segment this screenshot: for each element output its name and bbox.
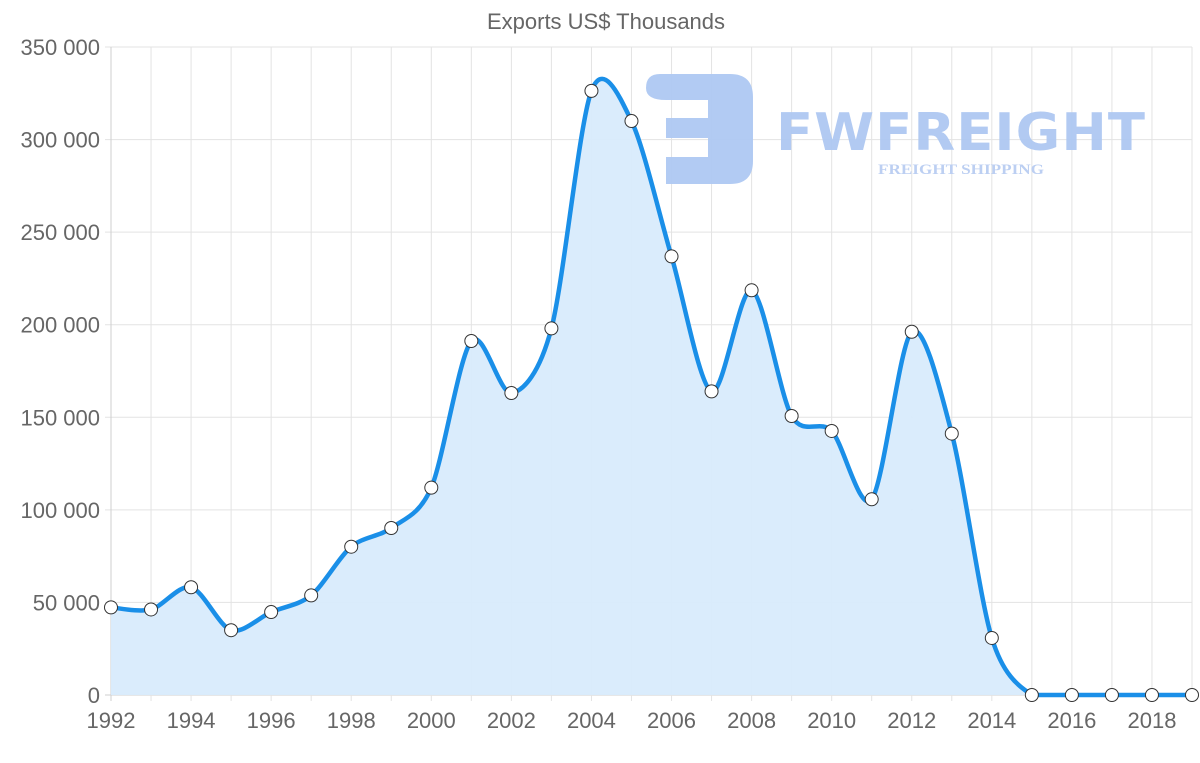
x-tick-label: 2008 <box>727 708 776 733</box>
x-tick-label: 2014 <box>967 708 1016 733</box>
data-point-marker[interactable] <box>864 492 879 507</box>
data-point-marker[interactable] <box>824 423 839 438</box>
y-tick-label: 100 000 <box>20 498 100 523</box>
data-point-marker[interactable] <box>744 283 759 298</box>
data-point-marker[interactable] <box>264 605 279 620</box>
data-point-marker[interactable] <box>104 600 118 615</box>
x-tick-label: 2012 <box>887 708 936 733</box>
x-tick-label: 1998 <box>327 708 376 733</box>
data-point-marker[interactable] <box>1104 688 1119 702</box>
y-tick-label: 350 000 <box>20 35 100 60</box>
x-tick-label: 2004 <box>567 708 616 733</box>
data-point-marker[interactable] <box>224 623 239 638</box>
y-tick-label: 50 000 <box>33 590 100 615</box>
data-point-marker[interactable] <box>184 580 199 595</box>
data-point-marker[interactable] <box>664 249 679 264</box>
x-tick-label: 1994 <box>167 708 216 733</box>
data-point-marker[interactable] <box>1064 688 1079 702</box>
x-tick-label: 2006 <box>647 708 696 733</box>
y-tick-label: 250 000 <box>20 220 100 245</box>
data-point-marker[interactable] <box>984 630 999 645</box>
data-point-marker[interactable] <box>544 321 559 336</box>
series-area-fill <box>111 78 1192 695</box>
watermark-brand-text: FWFREIGHT <box>776 103 1146 163</box>
data-point-marker[interactable] <box>464 334 479 349</box>
y-tick-label: 200 000 <box>20 313 100 338</box>
data-point-marker[interactable] <box>584 83 599 98</box>
x-tick-label: 2018 <box>1127 708 1176 733</box>
data-point-marker[interactable] <box>144 602 159 617</box>
data-point-marker[interactable] <box>1144 688 1159 702</box>
y-tick-label: 150 000 <box>20 405 100 430</box>
data-point-marker[interactable] <box>344 539 359 554</box>
series-data-points <box>104 83 1199 702</box>
data-point-marker[interactable] <box>1024 688 1039 702</box>
data-point-marker[interactable] <box>424 480 439 495</box>
chart-title: Exports US$ Thousands <box>487 9 725 34</box>
x-tick-label: 2016 <box>1047 708 1096 733</box>
y-tick-label: 0 <box>88 683 100 708</box>
data-point-marker[interactable] <box>384 521 399 536</box>
data-point-marker[interactable] <box>504 386 519 401</box>
fwfreight-watermark: FWFREIGHT FREIGHT SHIPPING <box>646 74 1146 184</box>
watermark-tagline: FREIGHT SHIPPING <box>878 162 1044 178</box>
data-point-marker[interactable] <box>784 408 799 423</box>
x-tick-label: 2010 <box>807 708 856 733</box>
x-tick-label: 2000 <box>407 708 456 733</box>
data-point-marker[interactable] <box>904 324 919 339</box>
x-tick-label: 1996 <box>247 708 296 733</box>
y-axis-ticks: 0 50 000 100 000 150 000 200 000 250 000 300 0… <box>20 35 100 708</box>
fwfreight-logo-icon <box>646 74 753 184</box>
data-point-marker[interactable] <box>624 114 639 129</box>
x-tick-label: 2002 <box>487 708 536 733</box>
x-axis-ticks: 1992 1994 1996 1998 2000 2002 2004 2006 2008 2010… <box>87 708 1177 733</box>
data-point-marker[interactable] <box>1185 688 1199 702</box>
y-tick-label: 300 000 <box>20 128 100 153</box>
x-tick-label: 1992 <box>87 708 136 733</box>
data-point-marker[interactable] <box>704 384 719 399</box>
data-point-marker[interactable] <box>304 588 319 603</box>
data-point-marker[interactable] <box>944 426 959 441</box>
